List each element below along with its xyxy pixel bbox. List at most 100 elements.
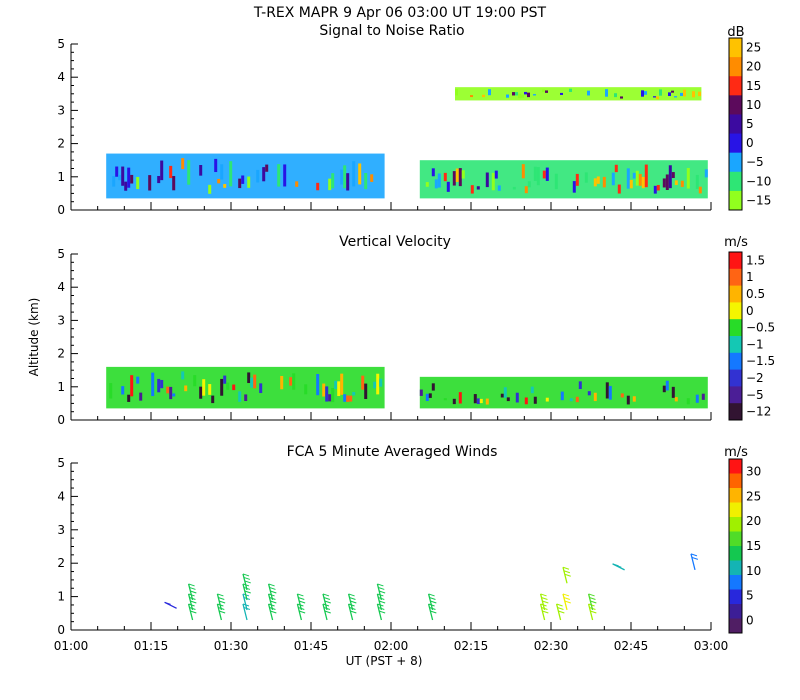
wind-barb-shaft (427, 593, 434, 611)
wind-barb-flag (690, 553, 698, 557)
heatmap-cell (671, 386, 675, 398)
wind-barb (562, 566, 571, 584)
y-tick-label: 4 (57, 280, 65, 294)
wind-barb-shaft (376, 583, 383, 601)
x-tick-label: 02:15 (454, 639, 489, 653)
colorbar-label: 0 (746, 304, 754, 318)
panel3-title: FCA 5 Minute Averaged Winds (287, 444, 498, 460)
heatmap-cell (428, 393, 432, 398)
heatmap-cell (364, 173, 368, 190)
x-tick-label: 03:00 (694, 639, 729, 653)
heatmap-cell (545, 167, 549, 181)
colorbar-swatch (729, 302, 742, 320)
heatmap-cell (434, 179, 438, 189)
heatmap-cell (446, 181, 450, 192)
heatmap-cell (187, 160, 191, 185)
y-tick-label: 2 (57, 556, 65, 570)
wind-barb-flag (379, 610, 386, 614)
wind-barb-flag (590, 610, 597, 614)
heatmap-cell (172, 176, 176, 191)
heatmap-cell (653, 96, 656, 98)
colorbar-swatch (729, 76, 742, 96)
colorbar-swatch (729, 352, 742, 371)
heatmap-cell (671, 172, 675, 179)
wind-barb-flag (430, 600, 437, 604)
heatmap-cell (202, 379, 206, 396)
heatmap-cell (322, 383, 326, 397)
heatmap-cell (656, 184, 660, 191)
colorbar-swatch (729, 268, 742, 287)
heatmap-cell (253, 374, 257, 389)
wind-barb-flag (350, 610, 357, 614)
heatmap-cell (629, 179, 633, 189)
heatmap-cell (118, 174, 122, 181)
heatmap-cell (476, 186, 480, 190)
heatmap-cell (668, 92, 671, 97)
colorbar-swatch (729, 319, 742, 337)
heatmap-cell (635, 170, 639, 186)
heatmap-cell (680, 180, 684, 187)
heatmap-cell (136, 376, 140, 384)
heatmap-cell (419, 389, 423, 396)
heatmap-cell (443, 398, 447, 401)
heatmap-cell (584, 172, 588, 183)
heatmap-cell (364, 383, 368, 400)
colorbar-frame (728, 251, 743, 421)
heatmap-cell (166, 386, 170, 394)
heatmap-cell (352, 392, 356, 396)
heatmap-cell (560, 391, 564, 401)
colorbar-swatch (729, 473, 742, 489)
colorbar1-unit: dB (727, 25, 744, 40)
wind-barb-flag (219, 610, 226, 614)
heatmap-region-main-block (106, 153, 385, 199)
colorbar-label: 15 (746, 539, 761, 553)
heatmap-cell (289, 377, 293, 386)
heatmap-cell (470, 185, 474, 194)
wind-barb (242, 573, 251, 591)
heatmap-cell (533, 396, 537, 404)
heatmap-cell (370, 174, 374, 182)
heatmap-cell (458, 392, 462, 404)
wind-barb-shaft (322, 593, 328, 611)
colorbar-label: −0.5 (746, 321, 775, 335)
heatmap-cell (334, 380, 338, 389)
wind-barb-flag (219, 600, 226, 604)
heatmap-cell (515, 392, 519, 403)
heatmap-cell (124, 181, 128, 191)
heatmap-cell (668, 165, 672, 189)
wind-barb-flag (324, 610, 331, 614)
wind-barb-flag (190, 590, 197, 594)
heatmap-cell (127, 167, 131, 188)
heatmap-cell (425, 393, 429, 402)
wind-barb (187, 603, 197, 621)
wind-barb-shaft (267, 603, 274, 621)
panel1-title: Signal to Noise Ratio (319, 23, 464, 39)
heatmap-cell (482, 94, 485, 98)
heatmap-cell (695, 394, 699, 403)
colorbar-label: 5 (746, 117, 754, 131)
wind-barb (296, 603, 306, 621)
wind-barb-flag (558, 610, 565, 614)
wind-barb-flag (564, 573, 571, 577)
heatmap-cell (575, 396, 579, 403)
heatmap-cell (115, 166, 119, 177)
wind-barb (322, 603, 331, 621)
heatmap-cell (325, 386, 329, 402)
heatmap-cell (283, 164, 287, 187)
wind-barb (376, 583, 386, 601)
wind-barb-flag (429, 597, 436, 600)
heatmap-cell (521, 164, 525, 179)
heatmap-cell (575, 173, 579, 186)
heatmap-cell (112, 176, 116, 187)
heatmap-cell (431, 168, 435, 177)
heatmap-cell (626, 395, 630, 405)
colorbar-label: 20 (746, 60, 761, 74)
wind-barb (587, 603, 597, 621)
heatmap-cell (494, 170, 498, 179)
heatmap-cell (452, 171, 456, 186)
heatmap-region-base (455, 87, 702, 101)
heatmap-cell (292, 373, 296, 390)
wind-barb (322, 593, 331, 611)
heatmap-cell (151, 372, 155, 397)
